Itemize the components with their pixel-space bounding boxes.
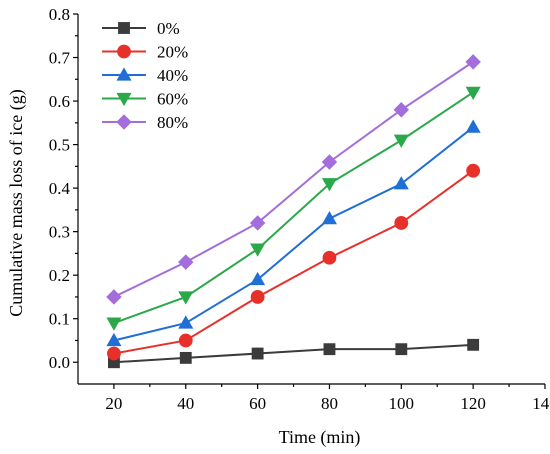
- legend-label: 80%: [157, 113, 188, 132]
- x-tick-label: 60: [249, 394, 266, 413]
- y-tick-label: 0.3: [49, 223, 70, 242]
- data-point: [394, 216, 409, 230]
- y-tick-label: 0.7: [49, 49, 71, 68]
- y-tick-label: 0.8: [49, 5, 70, 24]
- data-point: [465, 54, 481, 70]
- data-point: [323, 343, 336, 356]
- y-ticks: 0.0 0.1 0.2 0.3 0.4 0.5 0.6 0.7 0.8: [49, 5, 78, 372]
- data-point: [250, 243, 266, 257]
- series-2: [107, 163, 481, 361]
- y-tick-label: 0.2: [49, 266, 70, 285]
- axes: 0.0 0.1 0.2 0.3 0.4 0.5 0.6 0.7 0.8 20 40 60 80 100 1…: [49, 5, 550, 413]
- data-point: [321, 210, 337, 225]
- legend: 0% 20% 40% 60% 80%: [102, 19, 188, 132]
- legend-label: 60%: [157, 90, 188, 109]
- legend-item: 0%: [102, 19, 180, 38]
- legend-item: 20%: [102, 43, 188, 62]
- data-point: [322, 250, 337, 265]
- legend-marker: [117, 44, 131, 59]
- data-point: [249, 215, 266, 231]
- data-point: [393, 102, 410, 118]
- y-tick-label: 0.4: [49, 179, 71, 198]
- data-point: [321, 178, 337, 192]
- series-1: [107, 338, 480, 369]
- data-point: [393, 134, 409, 148]
- x-tick-label: 20: [105, 394, 122, 413]
- data-point: [250, 271, 266, 286]
- series-3: [106, 119, 481, 347]
- legend-label: 40%: [157, 66, 188, 85]
- y-tick-label: 0.0: [49, 353, 70, 372]
- legend-marker: [116, 92, 132, 107]
- plot-area: [106, 54, 481, 369]
- legend-item: 40%: [102, 66, 188, 85]
- legend-marker: [116, 67, 132, 81]
- data-point: [178, 254, 194, 270]
- data-point: [251, 347, 264, 360]
- y-axis-title: Cumulative mass loss of ice (g): [6, 89, 27, 316]
- data-point: [179, 351, 192, 364]
- series-line: [113, 91, 474, 324]
- data-point: [107, 346, 121, 361]
- x-tick-label: 140: [532, 394, 550, 413]
- y-tick-label: 0.6: [49, 92, 70, 111]
- series-4: [106, 86, 481, 331]
- data-point: [106, 289, 122, 305]
- data-point: [465, 86, 481, 100]
- data-point: [467, 338, 480, 351]
- data-point: [393, 176, 409, 190]
- data-point: [178, 333, 193, 348]
- data-point: [395, 343, 408, 356]
- y-tick-label: 0.1: [49, 310, 70, 329]
- data-point: [466, 163, 481, 178]
- x-tick-label: 80: [321, 394, 338, 413]
- legend-item: 60%: [102, 90, 188, 109]
- series-line: [113, 169, 474, 355]
- legend-marker: [118, 22, 130, 34]
- legend-item: 80%: [102, 113, 188, 132]
- legend-marker: [116, 114, 132, 130]
- x-tick-label: 100: [389, 394, 415, 413]
- x-axis-title: Time (min): [279, 427, 361, 448]
- series-line: [113, 61, 474, 298]
- series-line: [113, 126, 474, 342]
- y-tick-label: 0.5: [49, 136, 70, 155]
- series-line: [113, 343, 474, 364]
- legend-label: 20%: [157, 43, 188, 62]
- x-tick-label: 40: [177, 394, 194, 413]
- x-ticks: 20 40 60 80 100 120 140: [105, 384, 550, 413]
- legend-label: 0%: [157, 19, 180, 38]
- data-point: [178, 315, 194, 329]
- data-point: [321, 154, 338, 170]
- data-point: [106, 332, 122, 347]
- data-point: [250, 290, 265, 304]
- data-point: [465, 119, 481, 133]
- data-point: [178, 291, 194, 305]
- series-5: [106, 54, 481, 305]
- data-point: [106, 317, 122, 331]
- x-tick-label: 120: [460, 394, 486, 413]
